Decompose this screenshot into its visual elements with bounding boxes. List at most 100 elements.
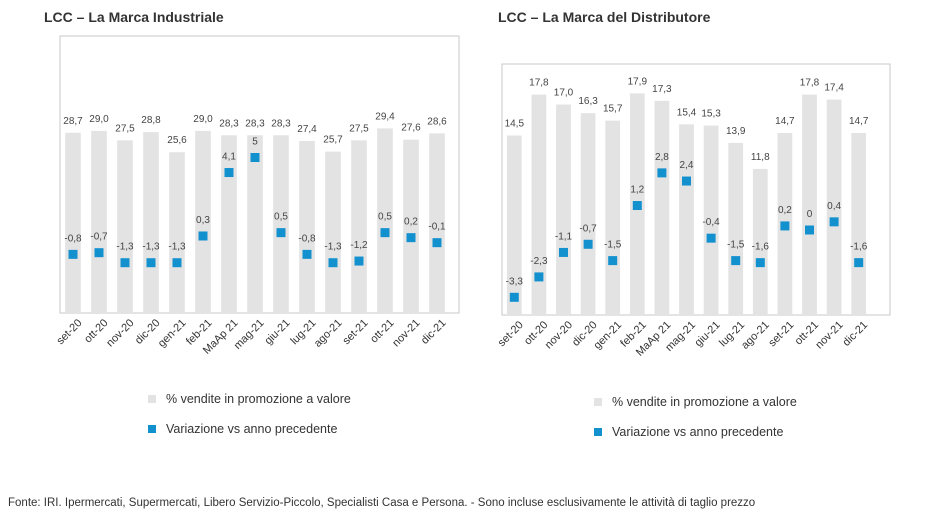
x-tick-label: ago-21 (312, 317, 345, 350)
bar-value-label: 27,6 (401, 123, 421, 134)
marker-value-label: 0,2 (778, 205, 792, 216)
x-tick-label: set-20 (54, 317, 84, 347)
marker-value-label: 0,5 (378, 212, 392, 223)
legend-bar-label: % vendite in promozione a valore (166, 392, 351, 406)
legend-item-bar: % vendite in promozione a valore (148, 384, 351, 414)
marker-point (583, 239, 593, 249)
plot-area-1 (501, 63, 891, 316)
marker-point (805, 225, 814, 235)
marker-value-label: -1,5 (727, 240, 745, 251)
marker-point (632, 201, 642, 211)
x-tick-label: nov-20 (543, 319, 575, 351)
marker-value-label: -0,1 (428, 222, 446, 233)
bar (728, 142, 744, 315)
marker-value-label: -0,8 (298, 233, 316, 244)
marker-value-label: -0,7 (579, 223, 597, 234)
marker-value-label: -0,4 (702, 217, 720, 228)
marker-point (432, 238, 442, 248)
marker-value-label: 0,2 (404, 217, 418, 228)
marker-value-label: 4,1 (222, 152, 236, 163)
bar (605, 120, 621, 315)
bar (247, 135, 263, 313)
bar-value-label: 25,7 (323, 135, 343, 146)
legend-item-marker: Variazione vs anno precedente (594, 417, 797, 447)
bar (580, 113, 596, 316)
marker-point (682, 176, 691, 186)
bar-value-label: 13,9 (726, 126, 746, 137)
marker-value-label: -1,3 (324, 242, 342, 253)
bar-value-label: 29,4 (375, 111, 395, 122)
marker-point (146, 258, 156, 268)
x-tick-label: set-20 (496, 319, 526, 349)
marker-value-label: -1,2 (350, 240, 368, 251)
legend-bar-label: % vendite in promozione a valore (612, 395, 797, 409)
x-tick-label: giu-21 (262, 317, 292, 347)
bar-value-label: 27,5 (115, 123, 135, 134)
bar (65, 132, 81, 313)
bar (679, 124, 694, 316)
source-note: Fonte: IRI. Ipermercati, Supermercati, L… (8, 497, 756, 509)
bar-value-label: 28,7 (63, 116, 83, 127)
marker-point (780, 221, 790, 231)
bar (351, 140, 367, 313)
marker-value-label: -1,3 (142, 242, 160, 253)
bar-value-label: 17,9 (628, 76, 648, 87)
marker-value-label: 0 (807, 209, 813, 220)
bar (221, 135, 237, 313)
legend-item-bar: % vendite in promozione a valore (594, 387, 797, 417)
bar-value-label: 28,6 (427, 116, 447, 127)
bar-value-label: 28,3 (271, 118, 291, 129)
legend-distributore: % vendite in promozione a valore Variazi… (594, 387, 797, 447)
marker-value-label: -0,7 (90, 232, 108, 243)
marker-point (706, 233, 716, 243)
x-tick-label: nov-21 (390, 317, 422, 349)
legend-marker-label: Variazione vs anno precedente (612, 425, 784, 439)
bar (506, 135, 522, 315)
chart-title-industriale: LCC – La Marca Industriale (44, 9, 224, 25)
marker-value-label: -1,3 (116, 242, 134, 253)
x-tick-label: nov-20 (104, 317, 136, 349)
marker-point (94, 248, 104, 258)
legend-industriale: % vendite in promozione a valore Variazi… (148, 384, 351, 444)
bar-value-label: 28,8 (141, 115, 161, 126)
marker-point (120, 258, 130, 268)
bar (703, 125, 719, 315)
marker-point (276, 228, 286, 238)
bar (654, 100, 670, 316)
bar (169, 152, 185, 313)
x-tick-label: gen-21 (156, 317, 189, 350)
marker-value-label: -1,5 (604, 240, 622, 251)
bar-value-label: 27,4 (297, 124, 317, 135)
marker-value-label: 2,8 (655, 152, 669, 163)
marker-value-label: -1,6 (850, 242, 868, 253)
bar (826, 99, 842, 315)
legend-marker-label: Variazione vs anno precedente (166, 422, 338, 436)
marker-point (509, 292, 519, 302)
marker-value-label: -1,1 (555, 231, 573, 242)
chart-title-distributore: LCC – La Marca del Distributore (498, 9, 711, 25)
marker-point (68, 249, 78, 259)
marker-point (406, 233, 416, 243)
bar-value-label: 17,8 (529, 78, 549, 89)
bar-value-label: 28,3 (219, 118, 239, 129)
bar-value-label: 17,3 (652, 84, 672, 95)
x-tick-label: dic-21 (841, 319, 871, 349)
legend-item-marker: Variazione vs anno precedente (148, 414, 351, 444)
x-tick-label: nov-21 (813, 319, 845, 351)
bar-value-label: 25,6 (167, 135, 187, 146)
x-tick-label: ago-21 (739, 319, 772, 352)
marker-value-label: -1,3 (168, 242, 186, 253)
marker-point (224, 168, 234, 178)
bar (403, 139, 419, 313)
bar-value-label: 17,0 (554, 88, 574, 99)
legend-bar-swatch (594, 398, 602, 406)
marker-point (657, 168, 667, 178)
marker-value-label: -0,8 (64, 233, 82, 244)
marker-value-label: 0,5 (274, 212, 288, 223)
marker-value-label: 0,4 (827, 201, 841, 212)
legend-marker-swatch (148, 425, 156, 433)
marker-value-label: -2,3 (530, 256, 548, 267)
bar-value-label: 11,8 (751, 152, 770, 163)
bar (531, 94, 547, 315)
